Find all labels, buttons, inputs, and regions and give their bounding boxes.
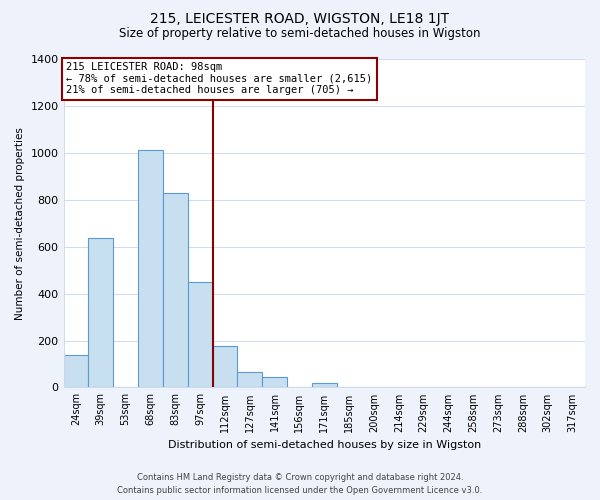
Bar: [138, 150, 163, 388]
Text: Contains HM Land Registry data © Crown copyright and database right 2024.
Contai: Contains HM Land Registry data © Crown c…: [118, 474, 482, 495]
Bar: [88, 238, 113, 388]
Bar: [238, 372, 262, 388]
Bar: [163, 192, 188, 388]
Text: Size of property relative to semi-detached houses in Wigston: Size of property relative to semi-detach…: [119, 28, 481, 40]
X-axis label: Distribution of semi-detached houses by size in Wigston: Distribution of semi-detached houses by …: [167, 440, 481, 450]
Bar: [64, 354, 88, 388]
Bar: [312, 382, 337, 388]
Bar: [262, 377, 287, 388]
Bar: [212, 346, 238, 388]
Bar: [188, 282, 212, 388]
Text: 215 LEICESTER ROAD: 98sqm
← 78% of semi-detached houses are smaller (2,615)
21% : 215 LEICESTER ROAD: 98sqm ← 78% of semi-…: [66, 62, 373, 96]
Y-axis label: Number of semi-detached properties: Number of semi-detached properties: [15, 127, 25, 320]
Text: 215, LEICESTER ROAD, WIGSTON, LE18 1JT: 215, LEICESTER ROAD, WIGSTON, LE18 1JT: [151, 12, 449, 26]
